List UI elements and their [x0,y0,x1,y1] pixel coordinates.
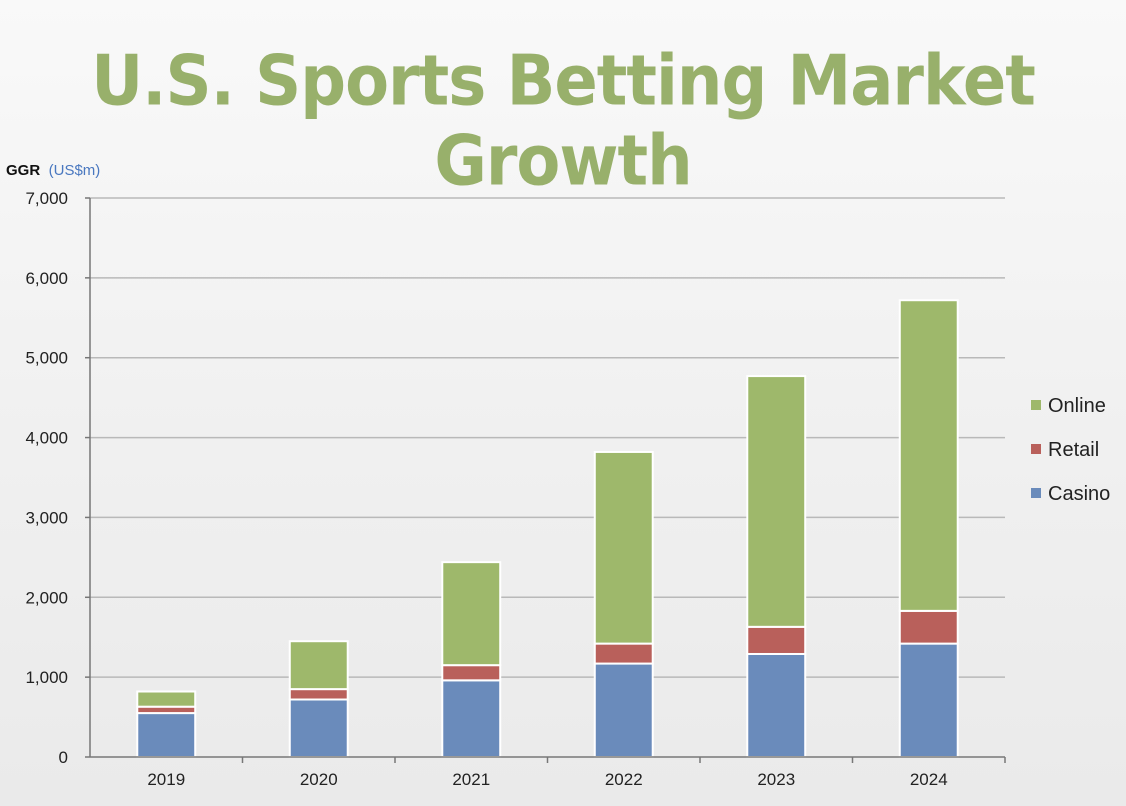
y-tick-label: 1,000 [25,668,68,687]
y-axis-label-main: GGR [6,162,40,179]
legend-label-casino: Casino [1048,483,1110,505]
x-tick-label: 2024 [910,770,948,789]
bar-segment-online-2022 [593,450,654,645]
chart-title: U.S. Sports Betting Market Growth [91,42,1036,202]
legend-label-online: Online [1048,395,1106,417]
legend: Online Retail Casino [1031,395,1110,505]
y-tick-label: 0 [59,748,68,767]
bar-segment-online-2019 [136,690,197,708]
axes: 0 1,000 2,000 3,000 4,000 5,000 6,000 7,000 2019… [25,189,1006,789]
bar-segment-online-2020 [288,640,349,691]
x-tick-label: 2022 [605,770,643,789]
bar-segment-casino-2020 [288,698,349,759]
bar-segment-retail-2021 [441,664,502,682]
bar-segment-online-2021 [441,561,502,667]
y-tick-label: 3,000 [25,508,68,527]
bar-segment-retail-2023 [746,625,807,655]
y-tick-label: 2,000 [25,588,68,607]
bar-segment-casino-2023 [746,652,807,759]
y-tick-label: 7,000 [25,189,68,208]
y-tick-label: 4,000 [25,429,68,448]
legend-label-retail: Retail [1048,439,1099,461]
legend-swatch-online [1031,400,1041,410]
bar-series [136,299,959,759]
bar-segment-casino-2019 [136,712,197,758]
bar-segment-retail-2024 [898,609,959,645]
y-tick-label: 6,000 [25,269,68,288]
bar-segment-casino-2021 [441,679,502,759]
x-tick-label: 2021 [452,770,490,789]
bar-segment-retail-2020 [288,688,349,701]
bar-segment-retail-2022 [593,642,654,665]
bar-segment-online-2024 [898,299,959,612]
y-axis-label-unit: (US$m) [49,162,101,179]
x-tick-label: 2019 [147,770,185,789]
y-axis-label: GGR (US$m) [6,162,100,179]
bar-segment-casino-2024 [898,642,959,758]
bar-segment-casino-2022 [593,662,654,758]
legend-swatch-retail [1031,444,1041,454]
gridlines [90,197,1005,678]
bar-segment-online-2023 [746,375,807,628]
x-tick-label: 2020 [300,770,338,789]
y-tick-label: 5,000 [25,349,68,368]
legend-swatch-casino [1031,488,1041,498]
x-tick-label: 2023 [757,770,795,789]
